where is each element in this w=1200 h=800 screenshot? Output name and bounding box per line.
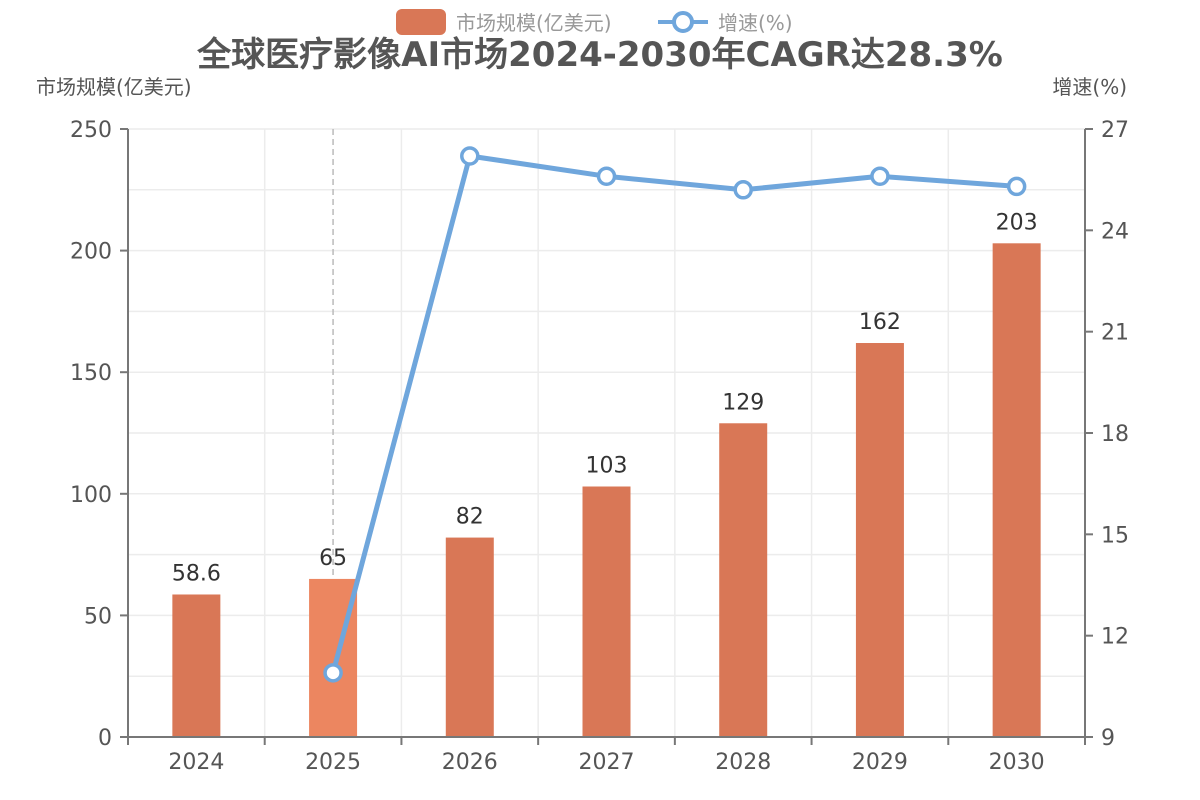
growth-point-2029[interactable] [870,166,890,187]
growth-point-2025[interactable] [323,663,343,683]
bar-2030[interactable] [992,243,1041,737]
right-tick-label: 27 [1101,118,1129,143]
x-tick-label-2028: 2028 [715,750,771,775]
data-labels: 58.6 65 82 103 129 162 203 [172,210,1038,586]
bar-2024[interactable] [172,594,221,737]
right-tick-label: 9 [1101,726,1115,751]
bar-2026[interactable] [445,537,494,737]
left-tick-label: 250 [70,118,112,143]
growth-point-2026[interactable] [460,146,480,166]
grid-lines [128,128,1085,737]
legend-bar-label: 市场规模(亿美元) [456,11,612,35]
left-tick-label: 100 [70,483,112,508]
data-label-2026: 82 [456,505,484,530]
growth-point-2028[interactable] [733,180,753,200]
legend[interactable]: 市场规模(亿美元) 增速(%) [396,9,793,35]
left-axis-title: 市场规模(亿美元) [36,75,192,99]
bar-2027[interactable] [582,486,631,737]
x-tick-label-2027: 2027 [579,750,635,775]
right-tick-label: 24 [1101,219,1129,244]
right-tick-label: 18 [1101,422,1129,447]
left-tick-label: 200 [70,240,112,265]
bar-2029[interactable] [855,343,904,737]
right-tick-label: 12 [1101,625,1129,650]
legend-bar-swatch [396,9,446,35]
right-tick-label: 15 [1101,523,1129,548]
x-tick-label-2026: 2026 [442,750,498,775]
growth-point-2027[interactable] [596,166,617,187]
data-label-2028: 129 [722,390,764,415]
legend-item-bar[interactable]: 市场规模(亿美元) [396,9,612,35]
growth-line [330,153,1017,674]
x-tick-label-2024: 2024 [168,750,224,775]
data-label-2029: 162 [859,310,901,335]
line-series [323,146,1027,683]
x-tick-label-2025: 2025 [305,750,361,775]
left-tick-label: 50 [84,604,112,629]
left-tick-label: 150 [70,361,112,386]
bar-series [172,243,1041,737]
axes: 0 50 100 150 200 250 9 12 15 18 21 24 27 2024 2025 2026… [70,118,1129,775]
x-tick-label-2030: 2030 [989,750,1045,775]
left-tick-label: 0 [98,726,112,751]
data-label-2027: 103 [586,454,628,479]
legend-item-line[interactable]: 增速(%) [658,11,793,35]
right-tick-label: 21 [1101,321,1129,346]
chart-title: 全球医疗影像AI市场2024-2030年CAGR达28.3% [196,35,1003,75]
data-label-2030: 203 [996,210,1038,235]
data-label-2024: 58.6 [172,561,221,586]
x-tick-label-2029: 2029 [852,750,908,775]
growth-point-2030[interactable] [1006,176,1027,197]
legend-line-label: 增速(%) [718,11,793,35]
bar-2028[interactable] [719,423,768,737]
data-label-2025: 65 [319,546,347,571]
legend-line-marker [672,11,694,33]
right-axis-title: 增速(%) [1052,75,1127,99]
